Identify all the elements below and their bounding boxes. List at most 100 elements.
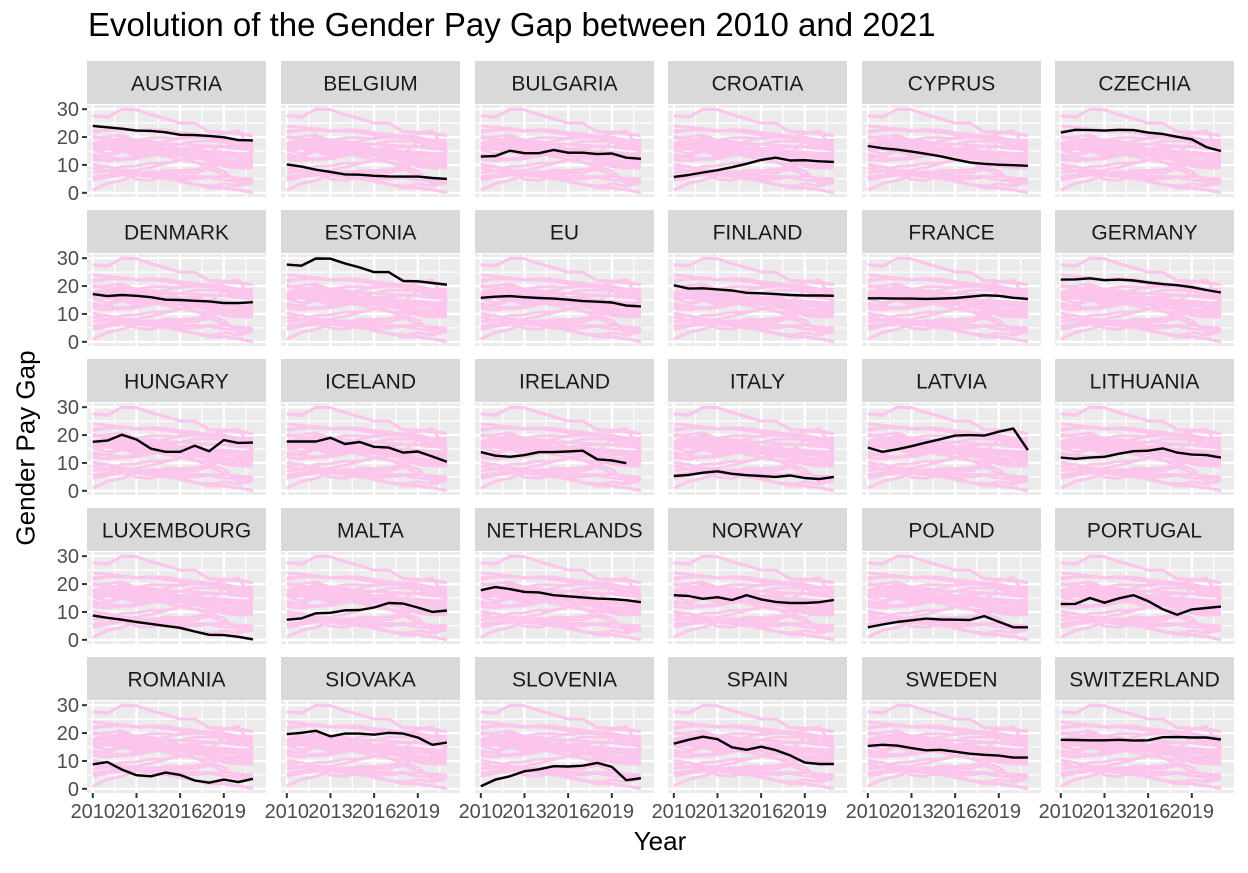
background-series-line: [1060, 320, 1222, 344]
facet-strip: [1055, 657, 1234, 700]
facet-strip-label: POLAND: [908, 520, 994, 543]
background-series-line: [92, 469, 254, 493]
background-series-line: [92, 256, 254, 286]
highlight-series-line: [867, 743, 1028, 759]
background-series-line: [286, 763, 447, 778]
background-series-line: [1060, 167, 1221, 182]
background-series-line: [480, 735, 642, 742]
facet-strip-label: ITALY: [730, 371, 785, 394]
background-series-line: [1060, 296, 1221, 313]
background-series-line: [480, 437, 642, 445]
highlight-series-line: [1060, 277, 1222, 294]
facet-strip-label: EU: [550, 222, 579, 245]
x-tick-label: 2010: [71, 801, 116, 823]
facet-panel-iceland: ICELAND: [281, 359, 460, 495]
highlight-series-line: [92, 124, 253, 142]
background-series-line: [867, 469, 1029, 493]
facet-strip-label: FRANCE: [908, 222, 994, 245]
background-series-line: [867, 760, 1029, 785]
background-series-line: [286, 594, 447, 610]
background-series-line: [673, 554, 835, 584]
facet-panel-sweden: SWEDEN 2010 2013 2016 2019: [846, 657, 1041, 823]
facet-strip: [281, 61, 460, 104]
facet-strip-label: BULGARIA: [511, 73, 617, 96]
background-series-line: [286, 554, 448, 584]
x-tick-label: 2013: [889, 801, 934, 823]
highlight-series-line: [1060, 594, 1222, 616]
background-series-line: [867, 256, 1029, 286]
background-series-line: [480, 127, 642, 145]
background-series-line: [286, 586, 447, 617]
background-series-line: [92, 288, 253, 319]
background-series-line: [867, 127, 1029, 145]
facet-strip-label: SPAIN: [727, 669, 788, 692]
x-tick-label: 2019: [202, 801, 247, 823]
x-tick-label: 2016: [933, 801, 978, 823]
x-tick-label: 2010: [459, 801, 504, 823]
facet-strip-label: PORTUGAL: [1087, 520, 1202, 543]
background-series-line: [1060, 313, 1222, 338]
background-series-line: [673, 139, 835, 147]
background-series-line: [286, 723, 448, 741]
facet-panel-bulgaria: BULGARIA: [475, 61, 654, 197]
background-series-line: [1060, 723, 1222, 741]
background-series-line: [92, 405, 254, 435]
highlight-series-line: [286, 601, 448, 621]
background-series-line: [673, 760, 835, 785]
background-series-line: [673, 320, 835, 344]
highlight-series-line: [480, 449, 627, 465]
background-series-line: [480, 147, 641, 164]
background-series-line: [480, 574, 642, 592]
facet-panel-luxembourg: LUXEMBOURG 0 10 20 30: [57, 508, 266, 652]
background-series-line: [286, 288, 447, 319]
background-series-line: [92, 171, 254, 195]
facet-strip-label: NETHERLANDS: [486, 520, 642, 543]
background-series-line: [286, 127, 448, 145]
background-series-line: [673, 767, 835, 791]
facet-strip-label: LUXEMBOURG: [102, 520, 251, 543]
background-series-line: [1060, 763, 1221, 778]
highlight-series-line: [673, 735, 834, 766]
background-series-line: [867, 445, 1028, 462]
background-series-line: [286, 139, 447, 170]
background-series-line: [480, 614, 641, 629]
facet-panel-hungary: HUNGARY 0 10 20 30: [57, 359, 266, 503]
facet-strip: [862, 508, 1041, 551]
x-tick-label: 2013: [1082, 801, 1127, 823]
highlight-series-line: [867, 144, 1028, 167]
background-series-line: [286, 107, 448, 137]
facet-panel-latvia: LATVIA: [862, 359, 1041, 495]
background-series-line: [480, 167, 641, 182]
background-series-line: [92, 167, 253, 182]
x-axis-title: Year: [633, 826, 687, 856]
background-series-line: [92, 703, 254, 733]
background-series-line: [867, 735, 1029, 742]
background-series-line: [92, 139, 254, 147]
highlight-series-line: [286, 257, 448, 286]
highlight-series-line: [867, 427, 1029, 453]
background-series-line: [480, 296, 641, 313]
background-series-line: [867, 763, 1028, 778]
background-series-line: [867, 618, 1029, 642]
facet-panel-lithuania: LITHUANIA: [1055, 359, 1234, 495]
background-series-line: [673, 445, 834, 462]
background-series-line: [92, 107, 254, 137]
background-series-line: [480, 594, 641, 610]
facet-panel-belgium: BELGIUM: [281, 61, 460, 197]
background-series-line: [1060, 437, 1222, 445]
x-tick-label: 2010: [1039, 801, 1084, 823]
background-series-line: [1060, 462, 1222, 487]
background-series-line: [92, 743, 253, 759]
background-series-line: [92, 594, 253, 610]
background-series-line: [1060, 469, 1222, 493]
background-series-line: [92, 723, 254, 741]
background-series-line: [480, 288, 642, 296]
facet-strip: [668, 657, 847, 700]
background-series-line: [92, 425, 254, 443]
background-series-line: [673, 735, 835, 742]
background-series-line: [673, 316, 834, 331]
facet-strip: [281, 657, 460, 700]
background-series-line: [286, 276, 448, 294]
background-series-line: [1060, 586, 1222, 593]
background-series-line: [92, 574, 254, 592]
